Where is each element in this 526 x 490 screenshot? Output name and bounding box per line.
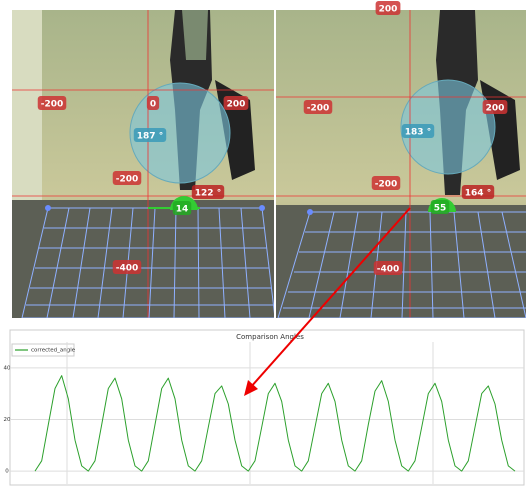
- overlay-label: 122 °: [195, 189, 221, 199]
- chart-panel: [10, 330, 524, 485]
- overlay-label: 14: [176, 205, 189, 215]
- overlay-label: 183 °: [405, 128, 431, 138]
- overlay-label: 55: [434, 204, 447, 214]
- overlay-label: 200: [227, 100, 246, 110]
- overlay-label: 0: [150, 100, 156, 110]
- overlay-label: 200: [379, 5, 398, 15]
- y-tick-label: 40: [4, 365, 11, 371]
- legend-label: corrected_angle: [31, 348, 76, 354]
- video-frame-left: [12, 10, 275, 318]
- overlay-label: 164 °: [465, 189, 491, 199]
- overlay-label: -400: [377, 265, 400, 275]
- y-tick-label: 20: [4, 417, 11, 423]
- overlay-label: -200: [307, 104, 330, 114]
- overlay-label: -200: [116, 175, 139, 185]
- screen: -2000200187 °122 °14-200-400200-20020018…: [0, 0, 526, 486]
- overlay-label: 200: [486, 104, 505, 114]
- overlay-label: -400: [116, 264, 139, 274]
- y-tick-label: 0: [5, 469, 9, 475]
- overlay-label: -200: [375, 180, 398, 190]
- overlay-label: -200: [41, 100, 64, 110]
- overlay-label: 187 °: [137, 132, 163, 142]
